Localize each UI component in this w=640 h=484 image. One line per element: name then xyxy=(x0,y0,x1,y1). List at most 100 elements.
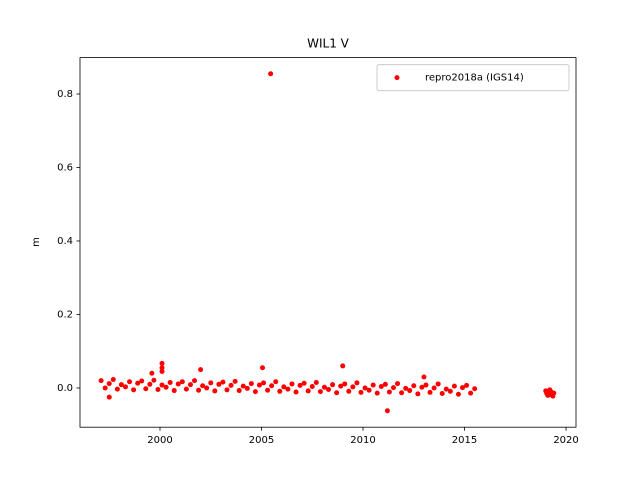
data-point xyxy=(419,384,425,390)
data-point xyxy=(159,365,165,371)
data-point xyxy=(171,388,177,394)
data-point xyxy=(98,378,104,384)
data-point xyxy=(167,379,173,385)
data-point xyxy=(366,387,372,393)
data-point xyxy=(240,383,246,389)
data-point xyxy=(374,390,380,396)
data-point xyxy=(159,368,165,374)
data-point xyxy=(407,388,413,394)
data-point xyxy=(183,386,189,392)
data-point xyxy=(321,384,327,390)
data-point xyxy=(252,389,258,395)
data-point xyxy=(370,382,376,388)
data-point xyxy=(423,382,429,388)
data-point xyxy=(386,389,392,395)
data-point xyxy=(431,385,437,391)
data-point xyxy=(399,390,405,396)
x-tick-label: 2015 xyxy=(452,435,477,446)
data-point xyxy=(305,388,311,394)
data-point xyxy=(326,386,332,392)
data-point xyxy=(187,382,193,388)
data-point xyxy=(208,380,214,386)
data-point xyxy=(439,390,445,396)
data-point xyxy=(350,384,356,390)
data-point xyxy=(289,381,295,387)
data-point xyxy=(260,365,266,371)
data-point xyxy=(309,384,315,390)
plot-frame xyxy=(79,57,577,428)
y-tick-label: 0.8 xyxy=(57,89,73,100)
data-point xyxy=(403,385,409,391)
x-tick-label: 2020 xyxy=(553,435,578,446)
data-point xyxy=(358,389,364,395)
y-tick-label: 0.4 xyxy=(57,236,73,247)
data-point xyxy=(293,389,299,395)
data-point xyxy=(106,394,112,400)
data-point xyxy=(330,382,336,388)
data-point xyxy=(362,385,368,391)
data-point xyxy=(551,390,557,396)
data-point xyxy=(427,389,433,395)
data-point xyxy=(390,385,396,391)
data-point xyxy=(285,386,291,392)
data-point xyxy=(384,408,390,414)
data-point xyxy=(139,378,145,384)
data-point xyxy=(143,386,149,392)
data-point xyxy=(198,367,204,373)
data-point xyxy=(106,381,112,387)
legend-label: repro2018a (IGS14) xyxy=(425,73,524,84)
data-point xyxy=(236,388,242,394)
data-point xyxy=(378,384,384,390)
y-tick-label: 0.6 xyxy=(57,162,73,173)
data-point xyxy=(464,382,470,388)
data-point xyxy=(159,360,165,366)
data-point xyxy=(415,391,421,397)
data-point xyxy=(175,381,181,387)
data-point xyxy=(273,379,279,385)
data-point xyxy=(447,388,453,394)
data-point xyxy=(281,384,287,390)
data-point xyxy=(338,383,344,389)
data-point xyxy=(435,381,441,387)
data-point xyxy=(313,379,319,385)
data-point xyxy=(277,388,283,394)
data-point xyxy=(155,386,161,392)
data-point xyxy=(460,385,466,391)
data-point xyxy=(196,387,202,393)
data-point xyxy=(411,383,417,389)
data-point xyxy=(204,385,210,391)
data-point xyxy=(131,387,137,393)
data-point xyxy=(192,378,198,384)
data-point xyxy=(268,71,274,77)
data-point xyxy=(228,382,234,388)
data-point xyxy=(110,377,116,383)
data-point xyxy=(395,381,401,387)
data-point xyxy=(297,382,303,388)
data-point xyxy=(149,370,155,376)
data-point xyxy=(127,379,133,385)
x-tick-label: 2010 xyxy=(350,435,375,446)
data-point xyxy=(317,389,323,395)
x-tick-label: 2005 xyxy=(249,435,274,446)
data-point xyxy=(232,378,238,384)
data-point xyxy=(220,379,226,385)
data-point xyxy=(261,380,267,386)
data-point xyxy=(382,381,388,387)
data-point xyxy=(346,388,352,394)
legend-box xyxy=(376,64,570,92)
data-point xyxy=(163,384,169,390)
data-point xyxy=(421,374,427,380)
data-point xyxy=(468,390,474,396)
data-point xyxy=(216,381,222,387)
data-point xyxy=(443,386,449,392)
data-point xyxy=(256,382,262,388)
data-point xyxy=(224,387,230,393)
data-point xyxy=(147,381,153,387)
data-point xyxy=(248,381,254,387)
data-point xyxy=(455,391,461,397)
data-point xyxy=(334,390,340,396)
data-point xyxy=(179,379,185,385)
x-tick-label: 2000 xyxy=(147,435,172,446)
y-tick-label: 0.2 xyxy=(57,309,73,320)
